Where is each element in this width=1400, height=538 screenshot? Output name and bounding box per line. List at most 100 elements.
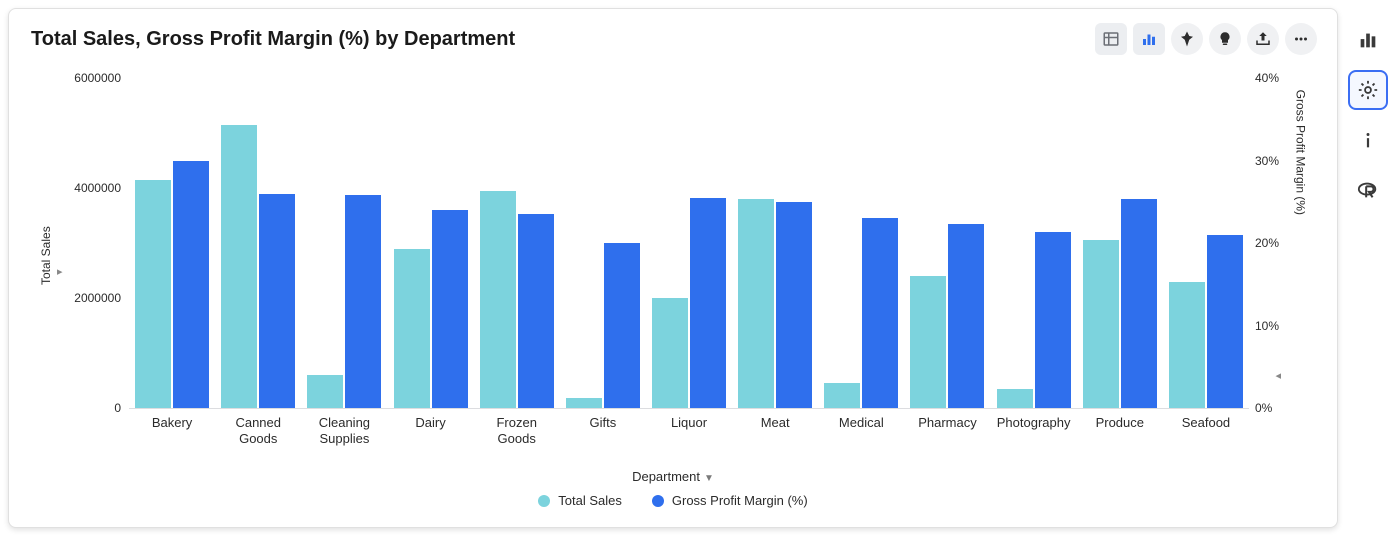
settings-button[interactable] [1348, 70, 1388, 110]
y-right-tick: 30% [1255, 154, 1301, 168]
gear-icon [1357, 79, 1379, 101]
info-button[interactable] [1348, 120, 1388, 160]
y-left-axis-label: Total Sales [39, 226, 53, 285]
x-axis-title[interactable]: Department ▼ [31, 469, 1315, 484]
bar-group [818, 79, 904, 408]
bar-group [387, 79, 473, 408]
bar-total-sales[interactable] [221, 125, 257, 408]
bar-gpm[interactable] [776, 202, 812, 408]
y-left-tick: 6000000 [53, 71, 121, 85]
bar-group [301, 79, 387, 408]
bar-gpm[interactable] [345, 195, 381, 408]
share-button[interactable] [1247, 23, 1279, 55]
x-tick-label: Photography [991, 415, 1077, 448]
x-tick-label: CannedGoods [215, 415, 301, 448]
bar-total-sales[interactable] [997, 389, 1033, 408]
x-tick-label: Bakery [129, 415, 215, 448]
pin-icon [1178, 30, 1196, 48]
bar-group [1077, 79, 1163, 408]
bar-total-sales[interactable] [910, 276, 946, 408]
bar-gpm[interactable] [1035, 232, 1071, 408]
bar-group [991, 79, 1077, 408]
x-tick-label: FrozenGoods [474, 415, 560, 448]
x-tick-label: Meat [732, 415, 818, 448]
x-axis-title-text: Department [632, 469, 700, 484]
legend: Total Sales Gross Profit Margin (%) [31, 493, 1315, 508]
bar-total-sales[interactable] [824, 383, 860, 408]
side-rail [1344, 20, 1392, 210]
chart-config-button[interactable] [1348, 20, 1388, 60]
chart-view-button[interactable] [1133, 23, 1165, 55]
bar-chart-icon [1357, 29, 1379, 51]
share-icon [1254, 30, 1272, 48]
more-button[interactable] [1285, 23, 1317, 55]
insight-button[interactable] [1209, 23, 1241, 55]
x-tick-label: Liquor [646, 415, 732, 448]
bar-group [646, 79, 732, 408]
bar-gpm[interactable] [173, 161, 209, 409]
table-icon [1102, 30, 1120, 48]
bar-group [1163, 79, 1249, 408]
bar-gpm[interactable] [432, 210, 468, 408]
legend-label: Gross Profit Margin (%) [672, 493, 808, 508]
table-view-button[interactable] [1095, 23, 1127, 55]
chart-card: Total Sales, Gross Profit Margin (%) by … [8, 8, 1338, 528]
r-icon [1357, 179, 1379, 201]
y-left-drag-handle[interactable]: ▸ [57, 265, 63, 278]
bar-total-sales[interactable] [1169, 282, 1205, 409]
bar-gpm[interactable] [1207, 235, 1243, 408]
bar-gpm[interactable] [948, 224, 984, 408]
y-left-tick: 4000000 [53, 181, 121, 195]
legend-label: Total Sales [558, 493, 622, 508]
info-icon [1357, 129, 1379, 151]
bar-gpm[interactable] [690, 198, 726, 408]
legend-swatch [652, 495, 664, 507]
x-tick-label: Seafood [1163, 415, 1249, 448]
y-right-tick: 40% [1255, 71, 1301, 85]
y-right-tick: 20% [1255, 236, 1301, 250]
bar-group [560, 79, 646, 408]
x-tick-label: Medical [818, 415, 904, 448]
y-left-tick: 0 [53, 401, 121, 415]
legend-item-total-sales[interactable]: Total Sales [538, 493, 622, 508]
bar-group [215, 79, 301, 408]
legend-swatch [538, 495, 550, 507]
card-header: Total Sales, Gross Profit Margin (%) by … [9, 9, 1337, 59]
bar-total-sales[interactable] [394, 249, 430, 409]
ellipsis-icon [1292, 30, 1310, 48]
bar-group [904, 79, 990, 408]
chevron-down-icon: ▼ [704, 473, 714, 484]
bar-chart-icon [1140, 30, 1158, 48]
bar-gpm[interactable] [259, 194, 295, 409]
bar-gpm[interactable] [862, 218, 898, 408]
card-toolbar [1095, 23, 1317, 55]
y-right-drag-handle[interactable]: ◂ [1275, 369, 1281, 382]
bar-total-sales[interactable] [652, 298, 688, 408]
pin-button[interactable] [1171, 23, 1203, 55]
chart-area: Total Sales ▸ Gross Profit Margin (%) ◂ … [31, 65, 1315, 509]
y-right-tick: 10% [1255, 319, 1301, 333]
bar-group [129, 79, 215, 408]
x-tick-label: Gifts [560, 415, 646, 448]
x-tick-label: Dairy [387, 415, 473, 448]
bar-gpm[interactable] [604, 243, 640, 408]
bar-gpm[interactable] [1121, 199, 1157, 408]
bar-total-sales[interactable] [738, 199, 774, 408]
y-right-axis-label: Gross Profit Margin (%) [1293, 90, 1307, 215]
x-tick-label: Pharmacy [904, 415, 990, 448]
bar-group [732, 79, 818, 408]
x-tick-label: CleaningSupplies [301, 415, 387, 448]
bar-gpm[interactable] [518, 214, 554, 408]
bar-total-sales[interactable] [307, 375, 343, 408]
chart-title: Total Sales, Gross Profit Margin (%) by … [31, 28, 515, 51]
bar-total-sales[interactable] [566, 398, 602, 408]
r-analysis-button[interactable] [1348, 170, 1388, 210]
bar-group [474, 79, 560, 408]
y-right-tick: 0% [1255, 401, 1301, 415]
legend-item-gpm[interactable]: Gross Profit Margin (%) [652, 493, 808, 508]
bar-total-sales[interactable] [1083, 240, 1119, 408]
x-tick-label: Produce [1077, 415, 1163, 448]
bar-total-sales[interactable] [135, 180, 171, 408]
plot-region: 02000000400000060000000%10%20%30%40% [129, 79, 1249, 409]
bar-total-sales[interactable] [480, 191, 516, 408]
